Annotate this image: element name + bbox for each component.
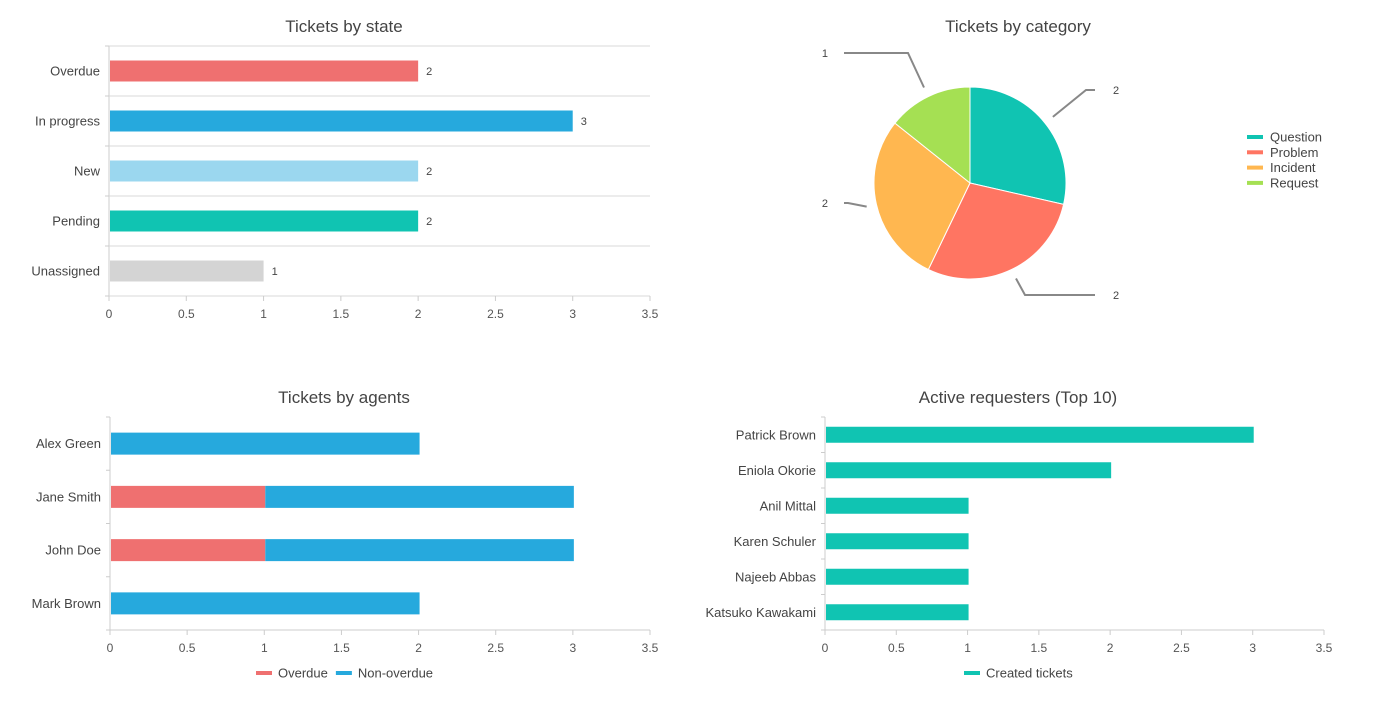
x-tick-label: 0 — [107, 641, 114, 655]
x-tick-label: 2 — [1107, 641, 1114, 655]
bar-created-tickets — [826, 497, 969, 514]
category-label: Overdue — [50, 64, 100, 79]
bar — [110, 110, 573, 132]
pie-leader-line — [844, 202, 867, 208]
x-tick-label: 3 — [1249, 641, 1256, 655]
bar-created-tickets — [826, 462, 1112, 479]
category-label: Anil Mittal — [760, 498, 816, 513]
x-tick-label: 2 — [415, 641, 422, 655]
legend-label: Created tickets — [986, 666, 1073, 681]
data-label: 3 — [581, 116, 587, 128]
x-tick-label: 1.5 — [1031, 641, 1048, 655]
pie-data-label: 2 — [1113, 85, 1119, 97]
chart-title: Tickets by agents — [278, 388, 410, 407]
x-tick-label: 1 — [261, 641, 268, 655]
pie-data-label: 2 — [822, 198, 828, 210]
bar-created-tickets — [826, 568, 969, 585]
bar-created-tickets — [826, 426, 1254, 443]
pie-leader-line — [1015, 278, 1095, 296]
legend-swatch — [1247, 180, 1263, 185]
legend-label: Incident — [1270, 160, 1316, 175]
bar-non-overdue — [111, 432, 420, 455]
active-requesters-chart: Active requesters (Top 10) 0 0.5 1 1.5 2 2.5 3 3… — [705, 388, 1332, 681]
category-label: Pending — [52, 214, 100, 229]
category-label: Eniola Okorie — [738, 463, 816, 478]
category-label: Katsuko Kawakami — [705, 605, 816, 620]
category-label: Jane Smith — [36, 489, 101, 504]
chart-title: Active requesters (Top 10) — [919, 388, 1117, 407]
category-label: John Doe — [45, 543, 101, 558]
legend-label: Question — [1270, 130, 1322, 145]
pie-slice-problem — [927, 182, 1065, 280]
bar-non-overdue — [265, 485, 574, 508]
x-tick-label: 1 — [260, 307, 267, 321]
x-tick-label: 2.5 — [487, 307, 504, 321]
pie-slice-question — [969, 86, 1067, 205]
x-tick-label: 0.5 — [888, 641, 905, 655]
bar-overdue — [111, 539, 266, 562]
legend-swatch — [335, 671, 352, 675]
x-tick-label: 3.5 — [642, 641, 659, 655]
bar-created-tickets — [826, 604, 969, 621]
x-tick-label: 3.5 — [1316, 641, 1333, 655]
x-tick-label: 0 — [822, 641, 829, 655]
data-label: 2 — [426, 216, 432, 228]
x-tick-label: 2 — [415, 307, 422, 321]
chart-title: Tickets by state — [285, 17, 402, 36]
tickets-by-state-chart: Tickets by state 0 0.5 1 1.5 2 2.5 3 3.5 Overdue 2… — [31, 17, 658, 321]
bar — [110, 60, 419, 82]
pie-leader-line — [844, 52, 925, 88]
x-tick-label: 0.5 — [178, 307, 195, 321]
x-tick-label: 2.5 — [487, 641, 504, 655]
data-label: 2 — [426, 166, 432, 178]
legend-swatch — [964, 671, 980, 675]
category-label: Unassigned — [31, 264, 100, 279]
x-tick-label: 1.5 — [333, 641, 350, 655]
legend-label: Request — [1270, 175, 1319, 190]
category-label: Patrick Brown — [736, 427, 816, 442]
bar — [110, 160, 419, 182]
x-tick-label: 2.5 — [1173, 641, 1190, 655]
data-label: 1 — [272, 266, 278, 278]
category-label: Najeeb Abbas — [735, 569, 816, 584]
category-label: In progress — [35, 114, 101, 129]
x-tick-label: 0.5 — [179, 641, 196, 655]
bar-created-tickets — [826, 533, 969, 550]
chart-title: Tickets by category — [945, 17, 1091, 36]
pie-slice-incident — [873, 122, 971, 271]
x-tick-label: 3 — [569, 307, 576, 321]
bar — [110, 210, 419, 232]
legend-swatch — [1247, 150, 1263, 155]
legend-swatch — [1247, 165, 1263, 170]
legend-label: Non-overdue — [358, 666, 433, 681]
x-tick-label: 0 — [106, 307, 113, 321]
x-tick-label: 3.5 — [642, 307, 659, 321]
legend-label: Overdue — [278, 666, 328, 681]
bar-non-overdue — [111, 592, 420, 615]
tickets-by-agents-chart: Tickets by agents 0 0.5 1 1.5 2 2.5 3 3.5 Alex Gr… — [32, 388, 659, 681]
legend-swatch — [256, 671, 272, 675]
pie-data-label: 2 — [1113, 290, 1119, 302]
category-label: Karen Schuler — [734, 534, 817, 549]
x-tick-label: 1.5 — [333, 307, 350, 321]
x-tick-label: 3 — [570, 641, 577, 655]
x-tick-label: 1 — [964, 641, 971, 655]
pie-leader-line — [1052, 89, 1095, 118]
data-label: 2 — [426, 66, 432, 78]
pie-slice-request — [894, 86, 971, 185]
legend-label: Problem — [1270, 145, 1318, 160]
category-label: New — [74, 164, 101, 179]
category-label: Alex Green — [36, 436, 101, 451]
bar-non-overdue — [265, 539, 574, 562]
category-label: Mark Brown — [32, 596, 101, 611]
bar-overdue — [111, 485, 266, 508]
pie-data-label: 1 — [822, 48, 828, 60]
bar — [110, 260, 264, 282]
tickets-by-category-chart: Tickets by category 2 2 2 1 QuestionProblemIn… — [822, 17, 1322, 302]
legend-swatch — [1247, 135, 1263, 139]
